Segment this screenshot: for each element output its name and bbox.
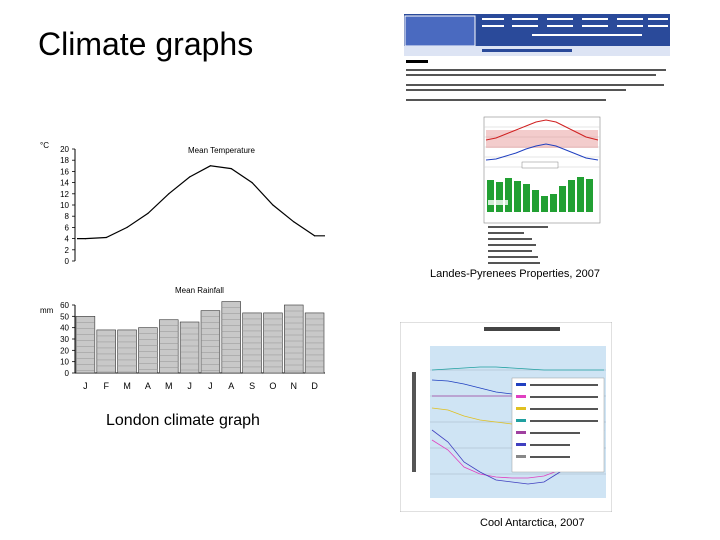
climate-chart-thumbnail [483,116,601,224]
slide-title: Climate graphs [38,26,254,62]
temperature-tick-label: 4 [65,235,70,244]
month-label: A [145,381,151,391]
temperature-point [188,176,191,178]
temperature-tick-label: 10 [60,201,69,210]
temperature-point [272,204,274,206]
temperature-tick-label: 0 [65,257,70,266]
landes-pyrenees-page-thumbnail [402,12,672,274]
rainfall-bar [221,301,241,374]
rainfall-tick-label: 0 [65,369,70,378]
rainfall-bar [200,310,221,374]
rainfall-tick-label: 20 [60,346,69,355]
month-label: M [165,381,173,391]
rainfall-tick-label: 10 [60,358,69,367]
month-label: J [83,381,88,391]
rainfall-bar [75,316,96,374]
rainfall-chart-title: Mean Rainfall [175,286,224,295]
temperature-point [147,212,149,214]
rainfall-bar [117,329,137,374]
temperature-tick-label: 8 [65,212,70,221]
month-label: O [269,381,276,391]
cool-antarctica-chart-thumbnail [400,322,612,512]
temperature-tick-label: 18 [60,156,69,165]
rainfall-axis: 60 50 40 30 20 10 0 [60,301,325,378]
site-logo [404,15,476,47]
london-caption: London climate graph [106,412,260,429]
temperature-point [293,221,295,223]
temperature-line [77,165,325,240]
temperature-point [105,236,107,239]
month-label: A [228,381,234,391]
temperature-tick-label: 12 [60,190,69,199]
temperature-point [209,165,212,167]
antarctica-caption: Cool Antarctica, 2007 [480,517,585,529]
temperature-point [313,235,316,237]
rainfall-tick-label: 40 [60,324,69,333]
month-label: J [187,381,192,391]
rainfall-bar [96,329,116,374]
temperature-tick-label: 20 [60,145,69,154]
month-label: J [208,381,213,391]
temperature-tick-label: 6 [65,223,70,232]
rainfall-bar [159,319,179,374]
temperature-point [251,182,253,184]
temperature-tick-label: 14 [60,179,69,188]
temperature-point [168,193,170,195]
rainfall-unit-label: mm [40,306,54,315]
month-label: S [249,381,255,391]
rainfall-tick-label: 30 [60,335,69,344]
month-label: F [104,381,110,391]
temperature-tick-label: 16 [60,167,69,176]
rainfall-bar [284,304,304,374]
landes-caption: Landes-Pyrenees Properties, 2007 [430,268,600,280]
temperature-point [230,168,232,170]
temperature-tick-label: 2 [65,246,70,255]
rainfall-bars [75,301,325,374]
temperature-unit-label: °C [40,141,49,150]
temperature-point [126,226,128,228]
temperature-point [84,238,87,240]
month-label: N [291,381,298,391]
temperature-chart-title: Mean Temperature [188,146,256,155]
month-label: M [123,381,131,391]
month-label: D [311,381,318,391]
rainfall-bar [179,321,200,374]
rainfall-tick-label: 60 [60,301,69,310]
rainfall-tick-label: 50 [60,312,69,321]
rainfall-bar [138,327,158,374]
